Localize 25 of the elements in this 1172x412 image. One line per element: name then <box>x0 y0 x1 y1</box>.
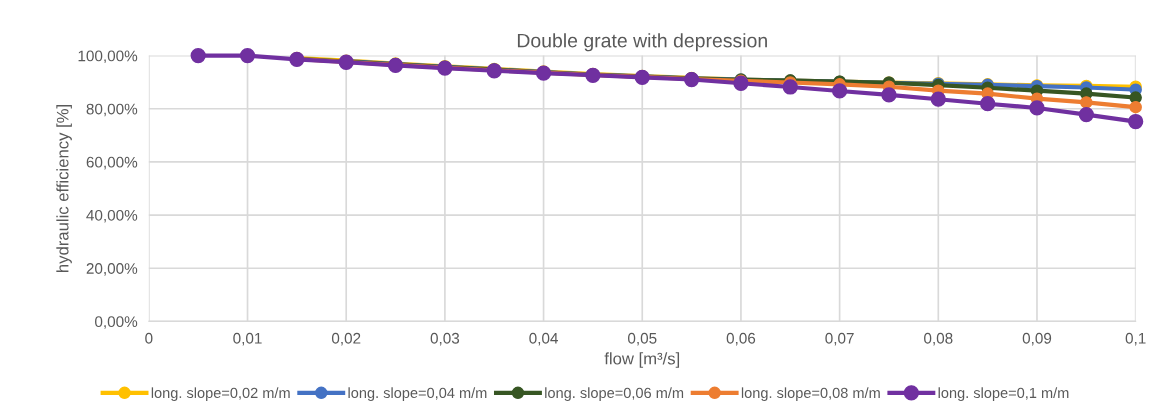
legend-label: long. slope=0,06 m/m <box>545 387 684 401</box>
y-tick-label: 60,00% <box>86 156 138 170</box>
y-tick-label: 100,00% <box>78 50 138 64</box>
y-tick-label: 20,00% <box>86 263 138 276</box>
legend-label: long. slope=0,08 m/m <box>741 387 880 401</box>
legend-label: long. slope=0,04 m/m <box>348 387 487 401</box>
x-tick-label: 0,01 <box>233 332 262 346</box>
chart-title: Double grate with depression <box>517 33 767 52</box>
y-tick-label: 80,00% <box>86 103 138 117</box>
x-tick-label: 0,05 <box>627 332 657 346</box>
x-tick-label: 0,07 <box>825 332 854 346</box>
y-axis-title: hydraulic efficiency [%] <box>56 105 72 272</box>
x-tick-label: 0,09 <box>1022 332 1052 346</box>
x-tick-label: 0,02 <box>331 332 361 346</box>
legend-label: long. slope=0,1 m/m <box>938 387 1069 401</box>
x-tick-label: 0,1 <box>1125 332 1146 346</box>
y-tick-label: 40,00% <box>86 209 138 223</box>
x-tick-label: 0,04 <box>529 332 558 346</box>
x-tick-label: 0 <box>145 332 153 344</box>
x-tick-label: 0,03 <box>430 332 460 346</box>
x-axis-title: flow [m³/s] <box>604 352 680 368</box>
x-tick-label: 0,06 <box>726 332 756 346</box>
x-tick-label: 0,08 <box>924 332 953 346</box>
y-tick-label: 0,00% <box>95 316 138 329</box>
legend-label: long. slope=0,02 m/m <box>151 387 290 401</box>
